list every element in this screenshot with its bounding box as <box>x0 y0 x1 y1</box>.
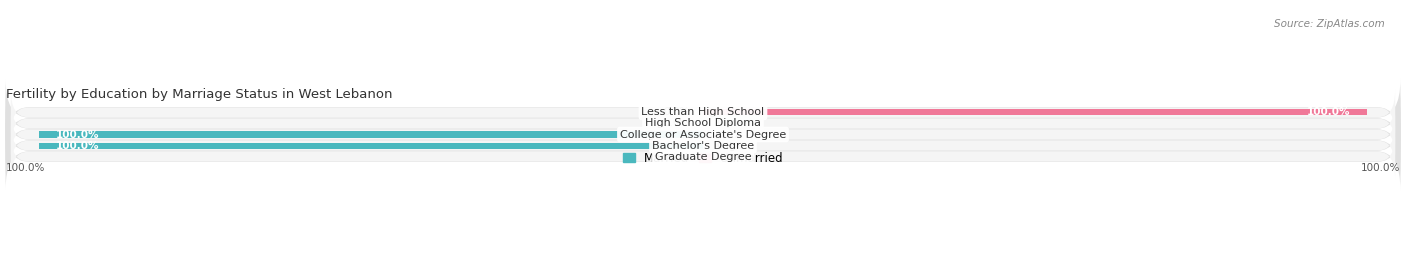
Bar <box>703 109 1367 115</box>
Text: Graduate Degree: Graduate Degree <box>655 152 751 162</box>
Text: Fertility by Education by Marriage Status in West Lebanon: Fertility by Education by Marriage Statu… <box>6 88 392 101</box>
Text: Bachelor's Degree: Bachelor's Degree <box>652 141 754 151</box>
FancyBboxPatch shape <box>6 112 1400 179</box>
Text: 0.0%: 0.0% <box>716 129 742 140</box>
FancyBboxPatch shape <box>6 79 1400 146</box>
FancyBboxPatch shape <box>11 90 1395 135</box>
Text: 100.0%: 100.0% <box>55 141 98 151</box>
Text: 0.0%: 0.0% <box>716 141 742 151</box>
Text: 0.0%: 0.0% <box>664 152 690 162</box>
Text: 100.0%: 100.0% <box>1361 163 1400 173</box>
Text: 100.0%: 100.0% <box>55 129 98 140</box>
FancyBboxPatch shape <box>11 101 1395 146</box>
FancyBboxPatch shape <box>11 134 1395 179</box>
Text: Less than High School: Less than High School <box>641 107 765 117</box>
FancyBboxPatch shape <box>11 123 1395 168</box>
FancyBboxPatch shape <box>11 112 1395 157</box>
FancyBboxPatch shape <box>6 101 1400 168</box>
Text: 0.0%: 0.0% <box>716 118 742 128</box>
Text: High School Diploma: High School Diploma <box>645 118 761 128</box>
Text: 0.0%: 0.0% <box>716 152 742 162</box>
FancyBboxPatch shape <box>6 90 1400 157</box>
Legend: Married, Unmarried: Married, Unmarried <box>619 147 787 169</box>
Text: 100.0%: 100.0% <box>6 163 45 173</box>
Text: 0.0%: 0.0% <box>664 107 690 117</box>
Bar <box>39 132 703 137</box>
FancyBboxPatch shape <box>6 123 1400 190</box>
Text: Source: ZipAtlas.com: Source: ZipAtlas.com <box>1274 19 1385 29</box>
Text: 100.0%: 100.0% <box>1308 107 1351 117</box>
Text: 0.0%: 0.0% <box>664 118 690 128</box>
Text: College or Associate's Degree: College or Associate's Degree <box>620 129 786 140</box>
Bar <box>39 143 703 148</box>
